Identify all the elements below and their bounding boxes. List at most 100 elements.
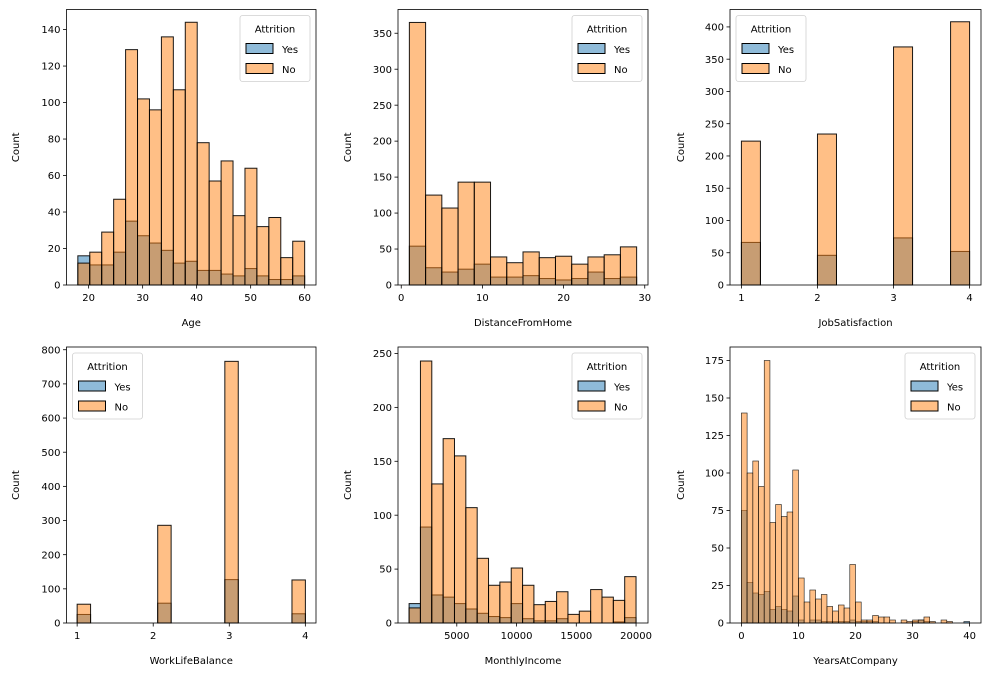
y-tick-label: 200 bbox=[41, 550, 60, 561]
y-tick-label: 60 bbox=[48, 171, 61, 182]
y-tick-label: 200 bbox=[373, 137, 392, 148]
legend-swatch-yes bbox=[78, 380, 106, 392]
bar-no bbox=[499, 581, 512, 624]
subplot-distancefromhome: 0 10 20 30050100150200250300350DistanceFrom… bbox=[343, 9, 651, 329]
x-tick-label: 0 bbox=[738, 631, 744, 642]
y-tick-label: 0 bbox=[54, 619, 60, 630]
legend: Attrition Yes No bbox=[904, 352, 976, 420]
bar-no bbox=[866, 619, 873, 624]
y-tick-label: 400 bbox=[41, 482, 60, 493]
bar-no bbox=[280, 257, 294, 286]
bar-no bbox=[571, 263, 589, 286]
bar-no bbox=[431, 483, 444, 624]
y-tick-label: 250 bbox=[373, 101, 392, 112]
y-tick-label: 600 bbox=[41, 414, 60, 425]
y-tick-label: 20 bbox=[48, 244, 61, 255]
y-tick-label: 100 bbox=[705, 469, 724, 480]
bar-no bbox=[522, 584, 535, 624]
bar-no bbox=[601, 596, 614, 624]
bar-no bbox=[533, 604, 546, 624]
legend: Attrition Yes No bbox=[735, 15, 807, 82]
y-axis-label: Count bbox=[676, 132, 687, 162]
bar-no bbox=[740, 140, 761, 286]
bar-no bbox=[425, 194, 443, 286]
y-tick-label: 400 bbox=[705, 23, 724, 34]
bar-no bbox=[292, 240, 306, 286]
bar-no bbox=[256, 226, 270, 286]
legend-label-no: No bbox=[115, 403, 129, 414]
bar-no bbox=[849, 564, 856, 624]
y-tick-label: 75 bbox=[711, 506, 724, 517]
bar-no bbox=[775, 504, 782, 624]
legend-title: Attrition bbox=[587, 25, 628, 36]
y-axis-label: Count bbox=[343, 132, 354, 162]
x-tick-label: 10000 bbox=[501, 631, 533, 642]
bar-no bbox=[490, 256, 508, 286]
y-tick-label: 50 bbox=[711, 544, 724, 555]
bar-no bbox=[950, 21, 971, 286]
bar-no bbox=[125, 49, 139, 286]
x-tick-label: 30 bbox=[906, 631, 919, 642]
y-tick-label: 150 bbox=[373, 173, 392, 184]
y-tick-label: 500 bbox=[41, 448, 60, 459]
x-axis-label: DistanceFromHome bbox=[474, 318, 572, 329]
bar-no bbox=[208, 180, 222, 286]
y-tick-label: 100 bbox=[41, 98, 60, 109]
bar-no bbox=[453, 455, 467, 624]
y-tick-label: 150 bbox=[705, 184, 724, 195]
x-tick-label: 1 bbox=[74, 631, 80, 642]
bar-no bbox=[442, 438, 455, 624]
bar-no bbox=[196, 142, 210, 286]
legend-swatch-no bbox=[910, 400, 939, 412]
bar-no bbox=[624, 576, 637, 624]
legend-label-yes: Yes bbox=[946, 383, 963, 394]
x-tick-label: 20 bbox=[557, 293, 570, 304]
legend: Attrition Yes No bbox=[239, 15, 311, 82]
legend-swatch-no bbox=[245, 63, 274, 74]
subplot-age: 20 30 40 50 60 0 20 40 60 80 100 120 140 Age Count Attr… bbox=[11, 9, 317, 329]
bar-no bbox=[465, 507, 478, 624]
legend-label-yes: Yes bbox=[613, 45, 630, 56]
axes-frame bbox=[66, 346, 317, 624]
x-tick-label: 30 bbox=[136, 293, 149, 304]
y-tick-label: 50 bbox=[379, 245, 392, 256]
bar-no bbox=[803, 601, 811, 624]
bar-no bbox=[77, 262, 91, 286]
x-tick-label: 3 bbox=[890, 293, 896, 304]
bar-no bbox=[476, 557, 490, 624]
y-tick-label: 40 bbox=[48, 208, 61, 219]
bar-no bbox=[76, 603, 92, 624]
bar-no bbox=[883, 616, 891, 624]
bar-no bbox=[441, 207, 459, 286]
y-tick-label: 120 bbox=[41, 62, 60, 73]
x-axis-label: WorkLifeBalance bbox=[150, 656, 233, 667]
y-tick-label: 175 bbox=[705, 356, 724, 367]
bar-no bbox=[940, 619, 948, 624]
bar-no bbox=[506, 262, 524, 286]
bar-no bbox=[89, 251, 103, 286]
subplot-monthlyincome: 5000 10000 15000 20000 0 50 100 150 200 250 Monthl… bbox=[343, 346, 652, 667]
bar-no bbox=[224, 360, 239, 624]
bar-no bbox=[809, 589, 816, 624]
y-tick-label: 250 bbox=[373, 349, 392, 360]
bar-no bbox=[578, 610, 592, 624]
legend-swatch-yes bbox=[577, 380, 606, 392]
y-tick-label: 150 bbox=[373, 457, 392, 468]
legend-label-no: No bbox=[282, 65, 296, 76]
bar-no bbox=[832, 610, 839, 624]
y-axis-label: Count bbox=[11, 470, 22, 500]
x-tick-label: 5000 bbox=[444, 631, 469, 642]
y-tick-label: 100 bbox=[41, 584, 60, 595]
legend-label-no: No bbox=[614, 403, 628, 414]
x-tick-label: 0 bbox=[398, 293, 404, 304]
legend-swatch-yes bbox=[910, 380, 939, 392]
bar-no bbox=[408, 607, 421, 624]
axes-frame bbox=[397, 9, 649, 286]
x-tick-label: 20000 bbox=[620, 631, 652, 642]
bar-no bbox=[268, 216, 282, 286]
y-axis-label: Count bbox=[676, 470, 687, 500]
x-tick-label: 4 bbox=[966, 293, 972, 304]
x-axis-label: JobSatisfaction bbox=[817, 318, 892, 329]
x-tick-label: 2 bbox=[814, 293, 820, 304]
